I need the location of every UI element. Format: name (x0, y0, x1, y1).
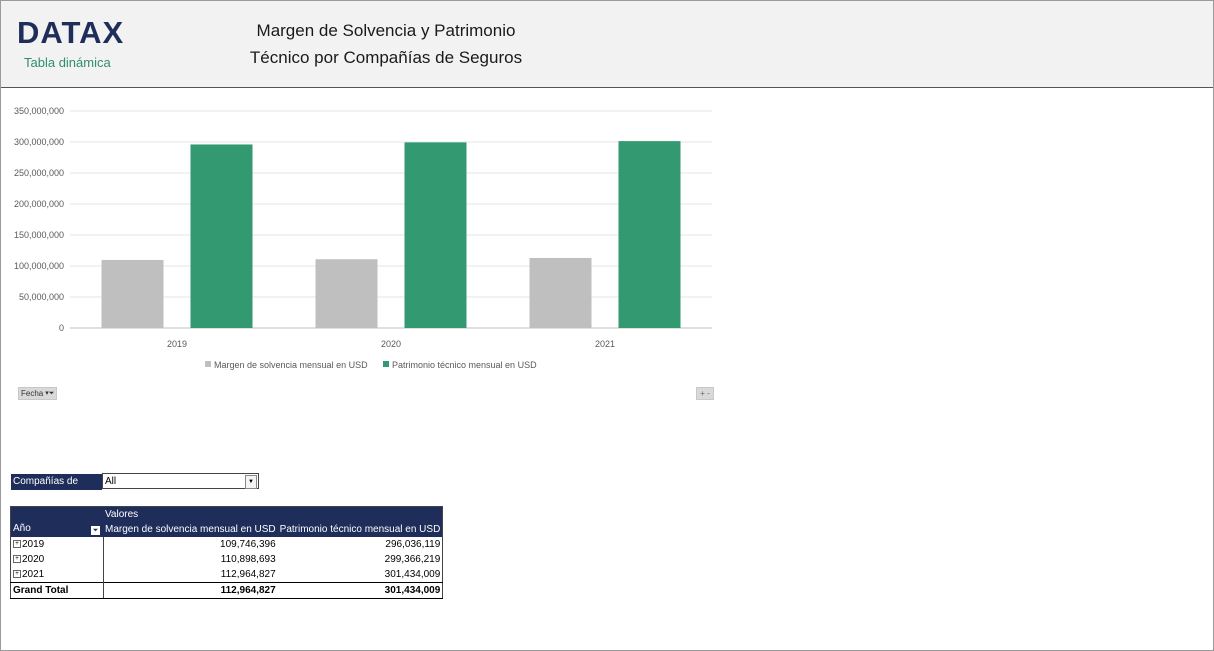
chevron-down-icon[interactable]: ▼ (245, 475, 257, 489)
bar-margen (101, 259, 164, 328)
report-title-line1: Margen de Solvencia y Patrimonio (256, 21, 516, 40)
filter-label: Compañías de seguro (11, 474, 102, 503)
y-tick-label: 50,000,000 (19, 292, 64, 302)
expand-icon[interactable]: + (13, 555, 21, 564)
expand-icon[interactable]: + (13, 540, 21, 549)
col-header-patrimonio: Patrimonio técnico mensual en USD (277, 522, 443, 537)
year-cell[interactable]: +2020 (11, 552, 104, 567)
table-row: +2021 112,964,827 301,434,009 (11, 567, 443, 583)
patrimonio-cell: 299,366,219 (384, 554, 441, 565)
legend-label: Margen de solvencia mensual en USD (214, 360, 368, 370)
row-header-cell[interactable]: Año ⏷ (10, 522, 103, 537)
y-tick-label: 0 (59, 323, 64, 333)
x-tick-label: 2019 (167, 339, 187, 349)
fecha-label: Fecha (21, 389, 44, 398)
pivot-bar-chart[interactable]: 0 50,000,000 100,000,000 150,000,000 200,000… (0, 95, 720, 380)
pivot-table: Valores Año ⏷ Margen de solvencia mensua… (10, 506, 444, 599)
y-tick-label: 250,000,000 (14, 168, 64, 178)
bar-margen (529, 257, 592, 328)
year-cell[interactable]: +2021 (11, 567, 104, 583)
insurer-filter-dropdown[interactable]: All ▼ (102, 473, 259, 489)
table-row: +2020 110,898,693 299,366,219 (11, 552, 443, 567)
y-tick-label: 350,000,000 (14, 106, 64, 116)
year-label: 2021 (22, 569, 45, 580)
table-row: +2019 109,746,396 296,036,119 (11, 537, 443, 552)
expand-collapse-button[interactable]: + - (696, 387, 714, 400)
bar-patrimonio (190, 144, 253, 328)
grand-total-label: Grand Total (10, 582, 103, 599)
patrimonio-cell: 296,036,119 (385, 539, 441, 550)
col-header-margen: Margen de solvencia mensual en USD (103, 522, 278, 537)
x-tick-label: 2020 (381, 339, 401, 349)
bar-margen (315, 259, 378, 328)
year-label: 2020 (22, 554, 45, 565)
sort-filter-icon[interactable]: ⏷ (90, 525, 101, 536)
logo-subtitle: Tabla dinámica (24, 55, 111, 70)
year-cell[interactable]: +2019 (11, 537, 104, 552)
fecha-field-button[interactable]: Fecha ▾⏷ (18, 387, 58, 400)
filter-funnel-icon: ▾⏷ (45, 390, 55, 397)
y-tick-label: 100,000,000 (14, 261, 64, 271)
margen-cell: 112,964,827 (102, 567, 278, 583)
grand-total-row: Grand Total 112,964,827 301,434,009 (10, 582, 443, 599)
datax-logo: DATAX (17, 15, 125, 50)
expand-icon[interactable]: + (13, 570, 21, 579)
patrimonio-cell: 301,434,009 (384, 569, 441, 580)
x-tick-label: 2021 (595, 339, 615, 349)
row-header-label: Año (13, 523, 31, 534)
legend-label: Patrimonio técnico mensual en USD (392, 360, 537, 370)
pivot-corner (10, 506, 103, 522)
values-header: Valores (103, 506, 443, 522)
legend-swatch (205, 361, 211, 367)
margen-cell: 109,746,396 (102, 537, 278, 552)
bar-patrimonio (404, 142, 467, 328)
bar-patrimonio (618, 141, 681, 328)
year-label: 2019 (22, 539, 45, 550)
report-header: DATAX Tabla dinámica Margen de Solvencia… (1, 1, 1213, 88)
margen-cell: 110,898,693 (102, 552, 278, 567)
grand-total-margen: 112,964,827 (102, 582, 278, 599)
y-tick-label: 300,000,000 (14, 137, 64, 147)
report-title-line2: Técnico por Compañías de Seguros (249, 48, 523, 67)
y-tick-label: 200,000,000 (14, 199, 64, 209)
y-tick-label: 150,000,000 (14, 230, 64, 240)
grand-total-patrimonio: 301,434,009 (277, 582, 443, 599)
filter-selected-value: All (105, 476, 117, 487)
legend-swatch (383, 361, 389, 367)
